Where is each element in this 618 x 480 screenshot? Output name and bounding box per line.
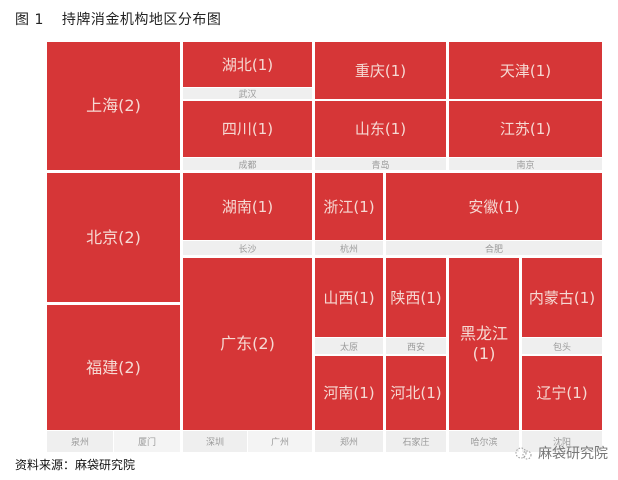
tile-label: 重庆(1)	[354, 61, 407, 80]
tile-fujian: 福建(2)	[47, 305, 180, 430]
city-label: 厦门	[137, 438, 156, 448]
tile-heilongjiang: 黑龙江 (1)	[449, 258, 519, 430]
tile-label: 广东(2)	[220, 334, 275, 353]
city-label-changsha: 长沙	[183, 241, 312, 255]
city-label-hefei: 合肥	[386, 241, 602, 255]
city-label: 沈阳	[552, 438, 571, 448]
tile-neimenggu: 内蒙古(1)	[522, 258, 602, 337]
tile-label: 辽宁(1)	[536, 384, 588, 402]
city-label-xian: 西安	[386, 338, 446, 354]
city-label-nanjing: 南京	[449, 158, 602, 171]
tile-label: 福建(2)	[86, 357, 141, 377]
tile-shaanxi: 陕西(1)	[386, 258, 446, 337]
tile-sichuan: 四川(1)	[183, 101, 312, 157]
city-label: 青岛	[371, 160, 390, 171]
tile-jiangsu: 江苏(1)	[449, 101, 602, 157]
city-label: 哈尔滨	[470, 438, 498, 448]
city-label-zhengzhou: 郑州	[315, 431, 383, 452]
tile-label: 天津(1)	[499, 61, 552, 80]
tile-guangdong: 广东(2)	[183, 258, 312, 430]
city-label-shenzhen: 深圳	[183, 431, 247, 452]
tile-label: 河北(1)	[390, 384, 442, 402]
tile-shanxi: 山西(1)	[315, 258, 383, 337]
city-label-haerbin: 哈尔滨	[449, 431, 519, 452]
tile-shanghai: 上海(2)	[47, 42, 180, 170]
city-label: 郑州	[339, 438, 358, 448]
city-label: 长沙	[238, 244, 257, 255]
city-label-xiamen: 厦门	[114, 431, 180, 452]
tile-label: 山西(1)	[323, 288, 375, 307]
city-label-shenyang: 沈阳	[522, 431, 602, 452]
figure-title: 图 1 持牌消金机构地区分布图	[15, 9, 221, 29]
figure-number: 图 1	[15, 12, 44, 28]
city-label-wuhan: 武汉	[183, 88, 312, 100]
tile-label: 湖北(1)	[221, 55, 274, 74]
tile-hebei: 河北(1)	[386, 356, 446, 430]
tile-label: 内蒙古(1)	[528, 288, 596, 307]
city-label-shijiazhuang: 石家庄	[386, 431, 446, 452]
city-label-guangzhou: 广州	[248, 431, 312, 452]
tile-label: 黑龙江	[459, 324, 508, 343]
city-label-hangzhou: 杭州	[315, 241, 383, 255]
tile-label: 湖南(1)	[221, 197, 274, 216]
tile-beijing: 北京(2)	[47, 173, 180, 302]
city-label: 武汉	[238, 90, 257, 100]
watermark-text: 麻袋研究院	[538, 446, 608, 462]
city-label: 合肥	[484, 244, 503, 255]
tile-shandong: 山东(1)	[315, 101, 446, 157]
tile-chongqing: 重庆(1)	[315, 42, 446, 99]
wechat-logo-icon	[515, 447, 532, 460]
tile-hubei: 湖北(1)	[183, 42, 312, 87]
city-label: 包头	[552, 342, 571, 353]
city-label: 深圳	[205, 438, 224, 448]
tile-anhui: 安徽(1)	[386, 173, 602, 240]
tile-label: 陕西(1)	[390, 288, 442, 307]
source-note: 资料来源：麻袋研究院	[15, 458, 136, 472]
city-label-quanzhou: 泉州	[47, 431, 113, 452]
city-label-baotou: 包头	[522, 338, 602, 354]
tile-label: 山东(1)	[354, 120, 407, 138]
tile-label-count: (1)	[472, 344, 496, 363]
city-label: 成都	[238, 160, 257, 171]
tile-hunan: 湖南(1)	[183, 173, 312, 240]
watermark: 麻袋研究院	[512, 443, 608, 463]
city-label: 广州	[270, 438, 289, 448]
tile-label: 北京(2)	[86, 227, 141, 247]
city-label: 西安	[406, 342, 425, 353]
tile-label: 浙江(1)	[323, 197, 375, 216]
figure-title-text: 持牌消金机构地区分布图	[61, 12, 222, 28]
city-label: 太原	[339, 342, 358, 353]
tile-label: 河南(1)	[323, 384, 375, 402]
tile-label: 上海(2)	[86, 96, 141, 115]
city-label: 泉州	[70, 438, 89, 448]
tile-henan: 河南(1)	[315, 356, 383, 430]
tile-label: 四川(1)	[221, 120, 274, 138]
tile-label: 安徽(1)	[468, 197, 520, 216]
tile-label: 江苏(1)	[499, 120, 552, 138]
city-label-chengdu: 成都	[183, 158, 312, 171]
tile-zhejiang: 浙江(1)	[315, 173, 383, 240]
city-label: 石家庄	[402, 438, 430, 448]
city-label-taiyuan: 太原	[315, 338, 383, 354]
city-label: 杭州	[339, 244, 358, 255]
tile-liaoning: 辽宁(1)	[522, 356, 602, 430]
tile-tianjin: 天津(1)	[449, 42, 602, 99]
city-label-qingdao: 青岛	[315, 158, 446, 171]
city-label: 南京	[516, 160, 535, 171]
